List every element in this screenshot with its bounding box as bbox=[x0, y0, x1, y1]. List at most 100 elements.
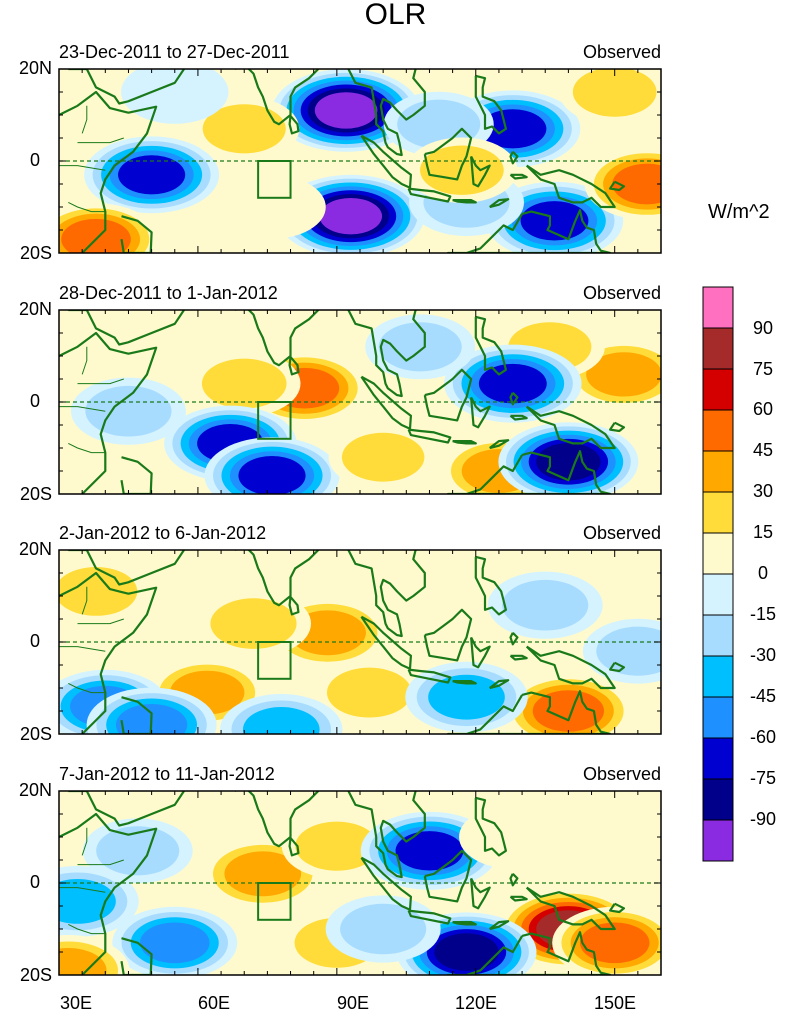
anomaly-blob bbox=[459, 805, 567, 869]
coastline bbox=[446, 209, 612, 253]
coastline bbox=[68, 550, 185, 586]
lon-label-60e: 60E bbox=[197, 993, 231, 1013]
border bbox=[81, 827, 88, 856]
study-region-box bbox=[257, 401, 292, 440]
contour-band bbox=[218, 175, 326, 239]
panel-2-lat-0: 0 bbox=[29, 391, 40, 411]
lon-label-90e: 90E bbox=[336, 993, 370, 1013]
coastlines bbox=[59, 310, 626, 494]
coastline bbox=[489, 439, 510, 450]
panel-1-lat-20s: 20S bbox=[19, 243, 52, 263]
border bbox=[77, 618, 124, 625]
anomaly-blob bbox=[487, 571, 603, 639]
contour-band bbox=[340, 903, 427, 955]
lon-label-120e: 120E bbox=[454, 993, 498, 1013]
coastlines bbox=[59, 550, 626, 734]
coastline bbox=[120, 696, 153, 734]
anomaly-blob bbox=[84, 136, 220, 214]
coastline bbox=[288, 356, 300, 376]
coastline bbox=[446, 931, 612, 975]
panel-2-tag: Observed bbox=[582, 283, 661, 303]
coastline bbox=[336, 791, 426, 879]
panel-4: 7-Jan-2012 to 11-Jan-2012 Observed bbox=[59, 764, 661, 975]
panel-2-lat-20s: 20S bbox=[19, 484, 52, 504]
study-region-box bbox=[257, 641, 292, 680]
coastline bbox=[608, 661, 626, 673]
colorbar-swatch bbox=[702, 696, 734, 739]
coastline bbox=[452, 920, 477, 926]
panel-4-date-range: 7-Jan-2012 to 11-Jan-2012 bbox=[59, 764, 275, 784]
panel-3: 2-Jan-2012 to 6-Jan-2012 Observed bbox=[59, 523, 661, 734]
coastline bbox=[336, 69, 426, 157]
country-borders bbox=[59, 346, 124, 454]
anomaly-blob bbox=[498, 422, 639, 494]
border bbox=[81, 586, 88, 615]
colorbar-label-15: 15 bbox=[752, 522, 774, 542]
contour-band bbox=[59, 948, 107, 975]
coastlines bbox=[59, 791, 626, 975]
coastline bbox=[68, 791, 185, 827]
colorbar-label-minus-90: -90 bbox=[749, 809, 776, 829]
contour-band bbox=[586, 352, 661, 397]
contour-band bbox=[121, 69, 229, 124]
coastline bbox=[336, 550, 426, 638]
coastline bbox=[120, 937, 153, 975]
anomaly-blob bbox=[121, 69, 229, 124]
coastline bbox=[452, 440, 477, 445]
panel-3-lat-20n: 20N bbox=[18, 539, 52, 559]
panel-3-lat-20s: 20S bbox=[19, 724, 52, 744]
coastline bbox=[288, 115, 300, 135]
anomaly-blob bbox=[82, 818, 193, 884]
colorbar-swatch bbox=[702, 655, 734, 698]
coastline bbox=[446, 450, 612, 494]
panel-2-date-range: 28-Dec-2011 to 1-Jan-2012 bbox=[59, 283, 278, 303]
anomaly-blob bbox=[272, 69, 420, 152]
anomaly-blob bbox=[218, 175, 326, 239]
panel-4-lat-20n: 20N bbox=[18, 780, 52, 800]
map-frame bbox=[58, 790, 662, 976]
coastline bbox=[525, 405, 616, 450]
panel-1-tag: Observed bbox=[582, 42, 661, 62]
anomaly-blob bbox=[59, 935, 130, 975]
contour-band bbox=[395, 831, 464, 871]
coastline bbox=[489, 198, 510, 209]
coastline bbox=[509, 654, 528, 661]
border bbox=[81, 346, 88, 375]
colorbar-label-minus-75: -75 bbox=[749, 768, 776, 788]
contour-band bbox=[210, 598, 297, 649]
border bbox=[59, 646, 106, 652]
coastline bbox=[59, 331, 158, 494]
anomaly-blob bbox=[195, 590, 311, 658]
country-borders bbox=[59, 105, 124, 213]
coastline bbox=[525, 886, 616, 931]
coastline bbox=[288, 596, 300, 616]
panel-1-date-range: 23-Dec-2011 to 27-Dec-2011 bbox=[59, 42, 290, 62]
coastline bbox=[288, 837, 300, 857]
colorbar-swatch bbox=[702, 409, 734, 452]
contour-band bbox=[420, 145, 504, 195]
contour-band bbox=[118, 155, 186, 195]
panel-1: 23-Dec-2011 to 27-Dec-2011 Observed bbox=[59, 42, 661, 253]
coastline bbox=[235, 791, 320, 848]
anomaly-blob bbox=[204, 437, 340, 494]
border bbox=[59, 887, 106, 893]
border bbox=[68, 682, 106, 694]
anomaly-blob bbox=[328, 425, 438, 490]
colorbar-swatch bbox=[702, 573, 734, 616]
contour-band bbox=[434, 933, 499, 971]
coastline bbox=[235, 550, 320, 607]
coastline bbox=[608, 180, 626, 192]
coastline bbox=[423, 608, 473, 662]
colorbar-swatch bbox=[702, 614, 734, 657]
coastline bbox=[525, 164, 616, 209]
anomaly-blob bbox=[220, 694, 343, 734]
coastline bbox=[509, 392, 519, 406]
contour-band bbox=[295, 821, 379, 871]
country-borders bbox=[59, 586, 124, 694]
coastline bbox=[423, 849, 473, 903]
coastline bbox=[474, 555, 507, 616]
colorbar-label-minus-60: -60 bbox=[749, 727, 776, 747]
coastline bbox=[59, 812, 158, 975]
colorbar-unit-label: W/m^2 bbox=[708, 201, 770, 223]
contour-band bbox=[85, 385, 172, 437]
